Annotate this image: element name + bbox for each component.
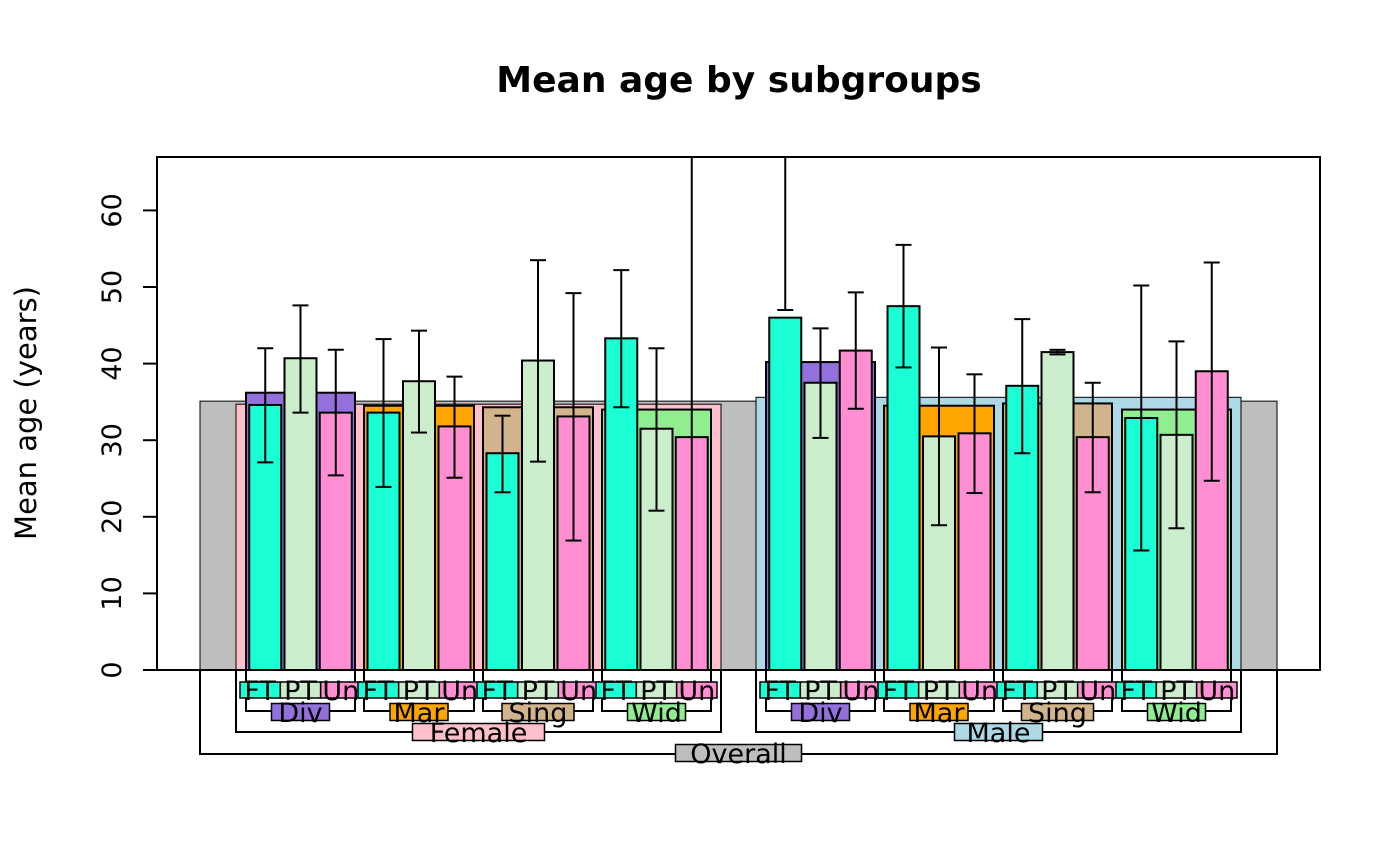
- status-label-box: [501, 702, 575, 722]
- work-label: FT: [764, 676, 796, 707]
- work-label-box: [675, 681, 718, 699]
- work-label: FT: [482, 676, 514, 707]
- overall-label-box: [674, 743, 803, 763]
- status-label-box: [1146, 702, 1207, 722]
- y-tick-label: 30: [97, 423, 128, 457]
- status-label-wid: Wid: [1151, 698, 1202, 729]
- y-tick-label: 0: [97, 661, 128, 678]
- work-label: FT: [1120, 676, 1152, 707]
- y-tick-label: 20: [97, 500, 128, 534]
- y-tick-label: 10: [97, 576, 128, 610]
- status-label-div: Div: [278, 698, 322, 729]
- work-label: PT: [1041, 676, 1074, 707]
- work-label: Un: [322, 676, 359, 707]
- work-label: FT: [244, 676, 276, 707]
- status-label-box: [1020, 702, 1095, 722]
- work-label: FT: [363, 676, 395, 707]
- sex-label-male: Male: [967, 718, 1031, 749]
- work-bar-male-sing-pt: [1040, 351, 1075, 671]
- work-label-box: [1195, 681, 1238, 699]
- y-tick-label: 60: [97, 193, 128, 227]
- work-bar-male-div-ft: [768, 316, 803, 671]
- work-label: Un: [1079, 676, 1116, 707]
- y-tick-label: 50: [97, 270, 128, 304]
- work-label: FT: [1001, 676, 1033, 707]
- sex-label-box: [953, 722, 1044, 742]
- work-label: Un: [560, 676, 597, 707]
- work-label: Un: [1198, 676, 1235, 707]
- y-axis-label: Mean age (years): [9, 286, 43, 540]
- work-label: Un: [961, 676, 998, 707]
- work-label: PT: [403, 676, 436, 707]
- work-label: PT: [923, 676, 956, 707]
- work-label: FT: [883, 676, 915, 707]
- work-label: PT: [522, 676, 555, 707]
- status-label-wid: Wid: [631, 698, 682, 729]
- work-label: FT: [600, 676, 632, 707]
- work-label: PT: [640, 676, 673, 707]
- work-label: PT: [804, 676, 837, 707]
- y-axis: 0 10 20 30 40 50 60: [97, 156, 1321, 679]
- y-tick-label: 40: [97, 346, 128, 380]
- work-label: Un: [842, 676, 879, 707]
- status-label-div: Div: [798, 698, 842, 729]
- plot-frame: [156, 156, 1321, 671]
- status-label-box: [790, 702, 851, 722]
- work-label: Un: [441, 676, 478, 707]
- sex-label-female: Female: [430, 718, 528, 749]
- status-label-box: [270, 702, 331, 722]
- status-label-box: [389, 702, 449, 722]
- work-label: PT: [1160, 676, 1193, 707]
- overall-label: Overall: [690, 739, 787, 770]
- work-label: PT: [284, 676, 317, 707]
- work-label: Un: [678, 676, 715, 707]
- chart-title: Mean age by subgroups: [496, 60, 981, 101]
- status-label-box: [909, 702, 969, 722]
- sex-label-box: [411, 722, 546, 742]
- status-label-box: [626, 702, 687, 722]
